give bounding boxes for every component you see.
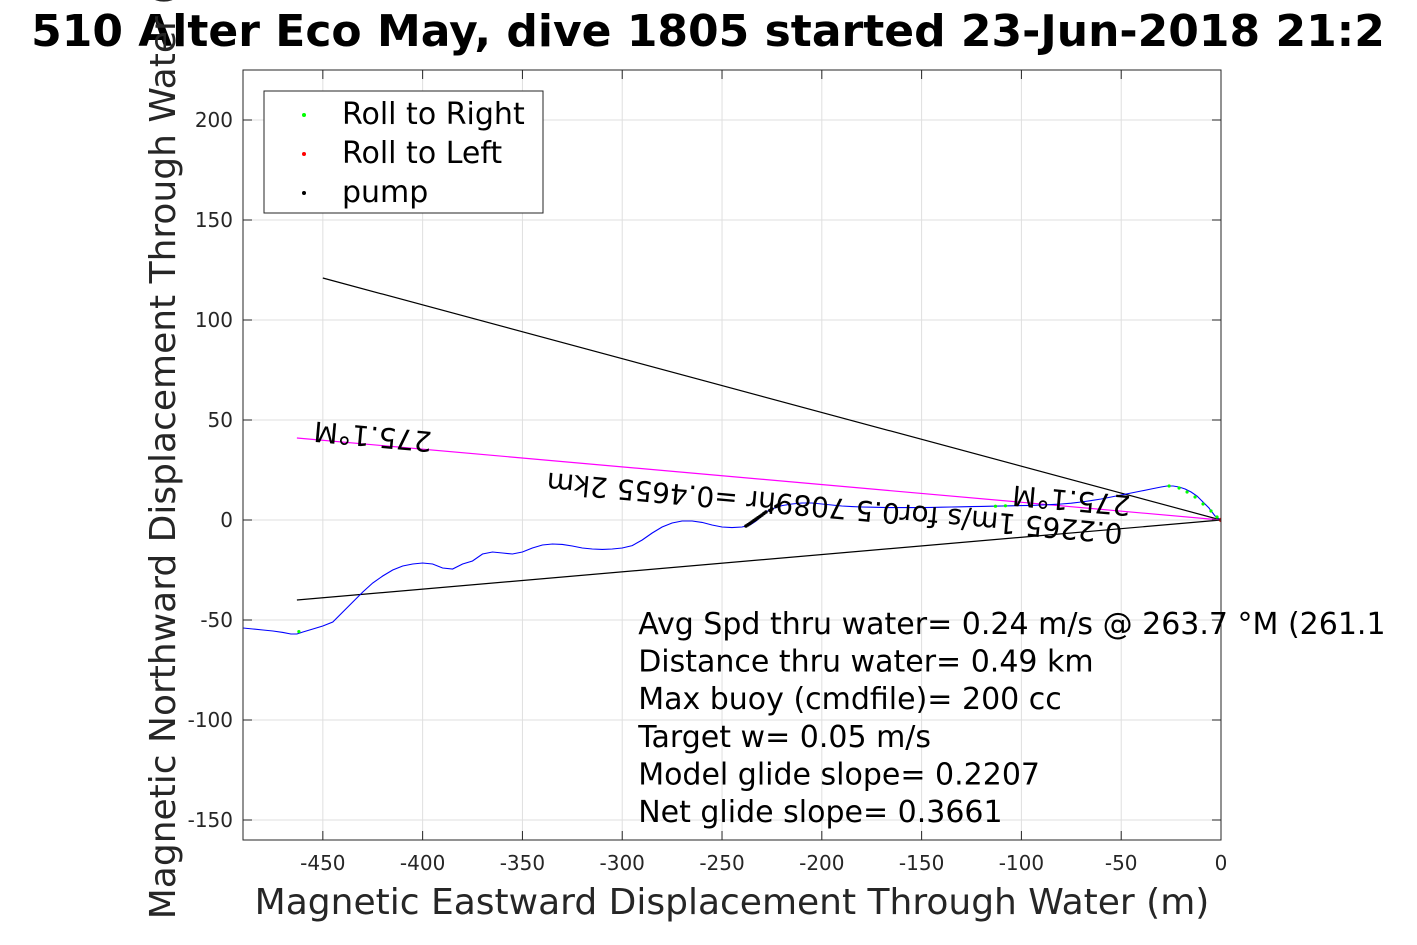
y-tick-label: 100: [195, 308, 233, 332]
y-tick-label: 200: [195, 108, 233, 132]
y-tick-label: 150: [195, 208, 233, 232]
annotation-line: Target w= 0.05 m/s: [637, 720, 931, 755]
legend-label: Roll to Left: [342, 136, 502, 171]
x-tick-label: -250: [699, 851, 744, 875]
legend-marker: [302, 152, 306, 156]
y-tick-label: 50: [208, 408, 233, 432]
y-tick-label: 0: [220, 508, 233, 532]
roll-to-right-point: [1201, 502, 1205, 506]
reference-line: [322, 277, 1221, 521]
pump-point: [774, 504, 778, 509]
x-tick-label: -350: [500, 851, 545, 875]
x-tick-label: -100: [999, 851, 1044, 875]
reference-line: [296, 437, 1221, 521]
x-tick-label: -400: [400, 851, 445, 875]
roll-to-right-point: [1193, 495, 1197, 499]
data-layer: [243, 277, 1221, 635]
roll-to-right-point: [1167, 484, 1171, 488]
annotations: Avg Spd thru water= 0.24 m/s @ 263.7 °M …: [637, 607, 1385, 830]
roll-to-right-point: [1209, 509, 1213, 513]
annotation-line: Model glide slope= 0.2207: [638, 757, 1040, 792]
roll-to-right-point: [993, 504, 998, 508]
ticks: -450 -400 -350 -300 -250 -200 -150 -100 -50 0 200 1…: [188, 70, 1228, 875]
annotation-line: Avg Spd thru water= 0.24 m/s @ 263.7 °M …: [638, 607, 1385, 642]
x-tick-label: -450: [300, 851, 345, 875]
legend-marker: [302, 113, 306, 117]
x-tick-label: -200: [799, 851, 844, 875]
pump-point: [768, 508, 772, 513]
legend: Roll to Right Roll to Left pump: [263, 90, 544, 214]
roll-to-right-point: [1177, 486, 1181, 490]
x-tick-label: -150: [899, 851, 944, 875]
legend-entries: Roll to Right Roll to Left pump: [302, 97, 525, 210]
reference-line: [296, 519, 1221, 601]
pump-point: [744, 524, 748, 528]
roll-to-right-point: [1215, 515, 1219, 519]
annotation-line: Net glide slope= 0.3661: [638, 795, 1002, 830]
roll-to-right-point: [1003, 504, 1008, 508]
x-axis-label: Magnetic Eastward Displacement Through W…: [255, 882, 1210, 923]
legend-marker: [302, 191, 306, 195]
y-tick-label: -50: [200, 608, 233, 632]
plot-frame: [242, 69, 1222, 841]
legend-box: [263, 90, 544, 214]
y-tick-label: -150: [188, 808, 233, 832]
roll-to-right-point: [1185, 490, 1189, 494]
y-tick-label: -100: [188, 708, 233, 732]
roll-to-right-point: [297, 630, 301, 634]
annotation-line: Max buoy (cmdfile)= 200 cc: [638, 682, 1062, 717]
x-tick-label: 0: [1215, 851, 1228, 875]
x-tick-label: -50: [1105, 851, 1138, 875]
grid: [243, 70, 1222, 840]
legend-label: Roll to Right: [342, 97, 525, 132]
annotation-line: Distance thru water= 0.49 km: [638, 645, 1093, 680]
legend-label: pump: [342, 175, 428, 210]
x-tick-label: -300: [600, 851, 645, 875]
chart-title: 510 Alter Eco May, dive 1805 started 23-…: [31, 6, 1385, 57]
y-axis-label: Magnetic Northward Displacement Through …: [143, 0, 184, 919]
